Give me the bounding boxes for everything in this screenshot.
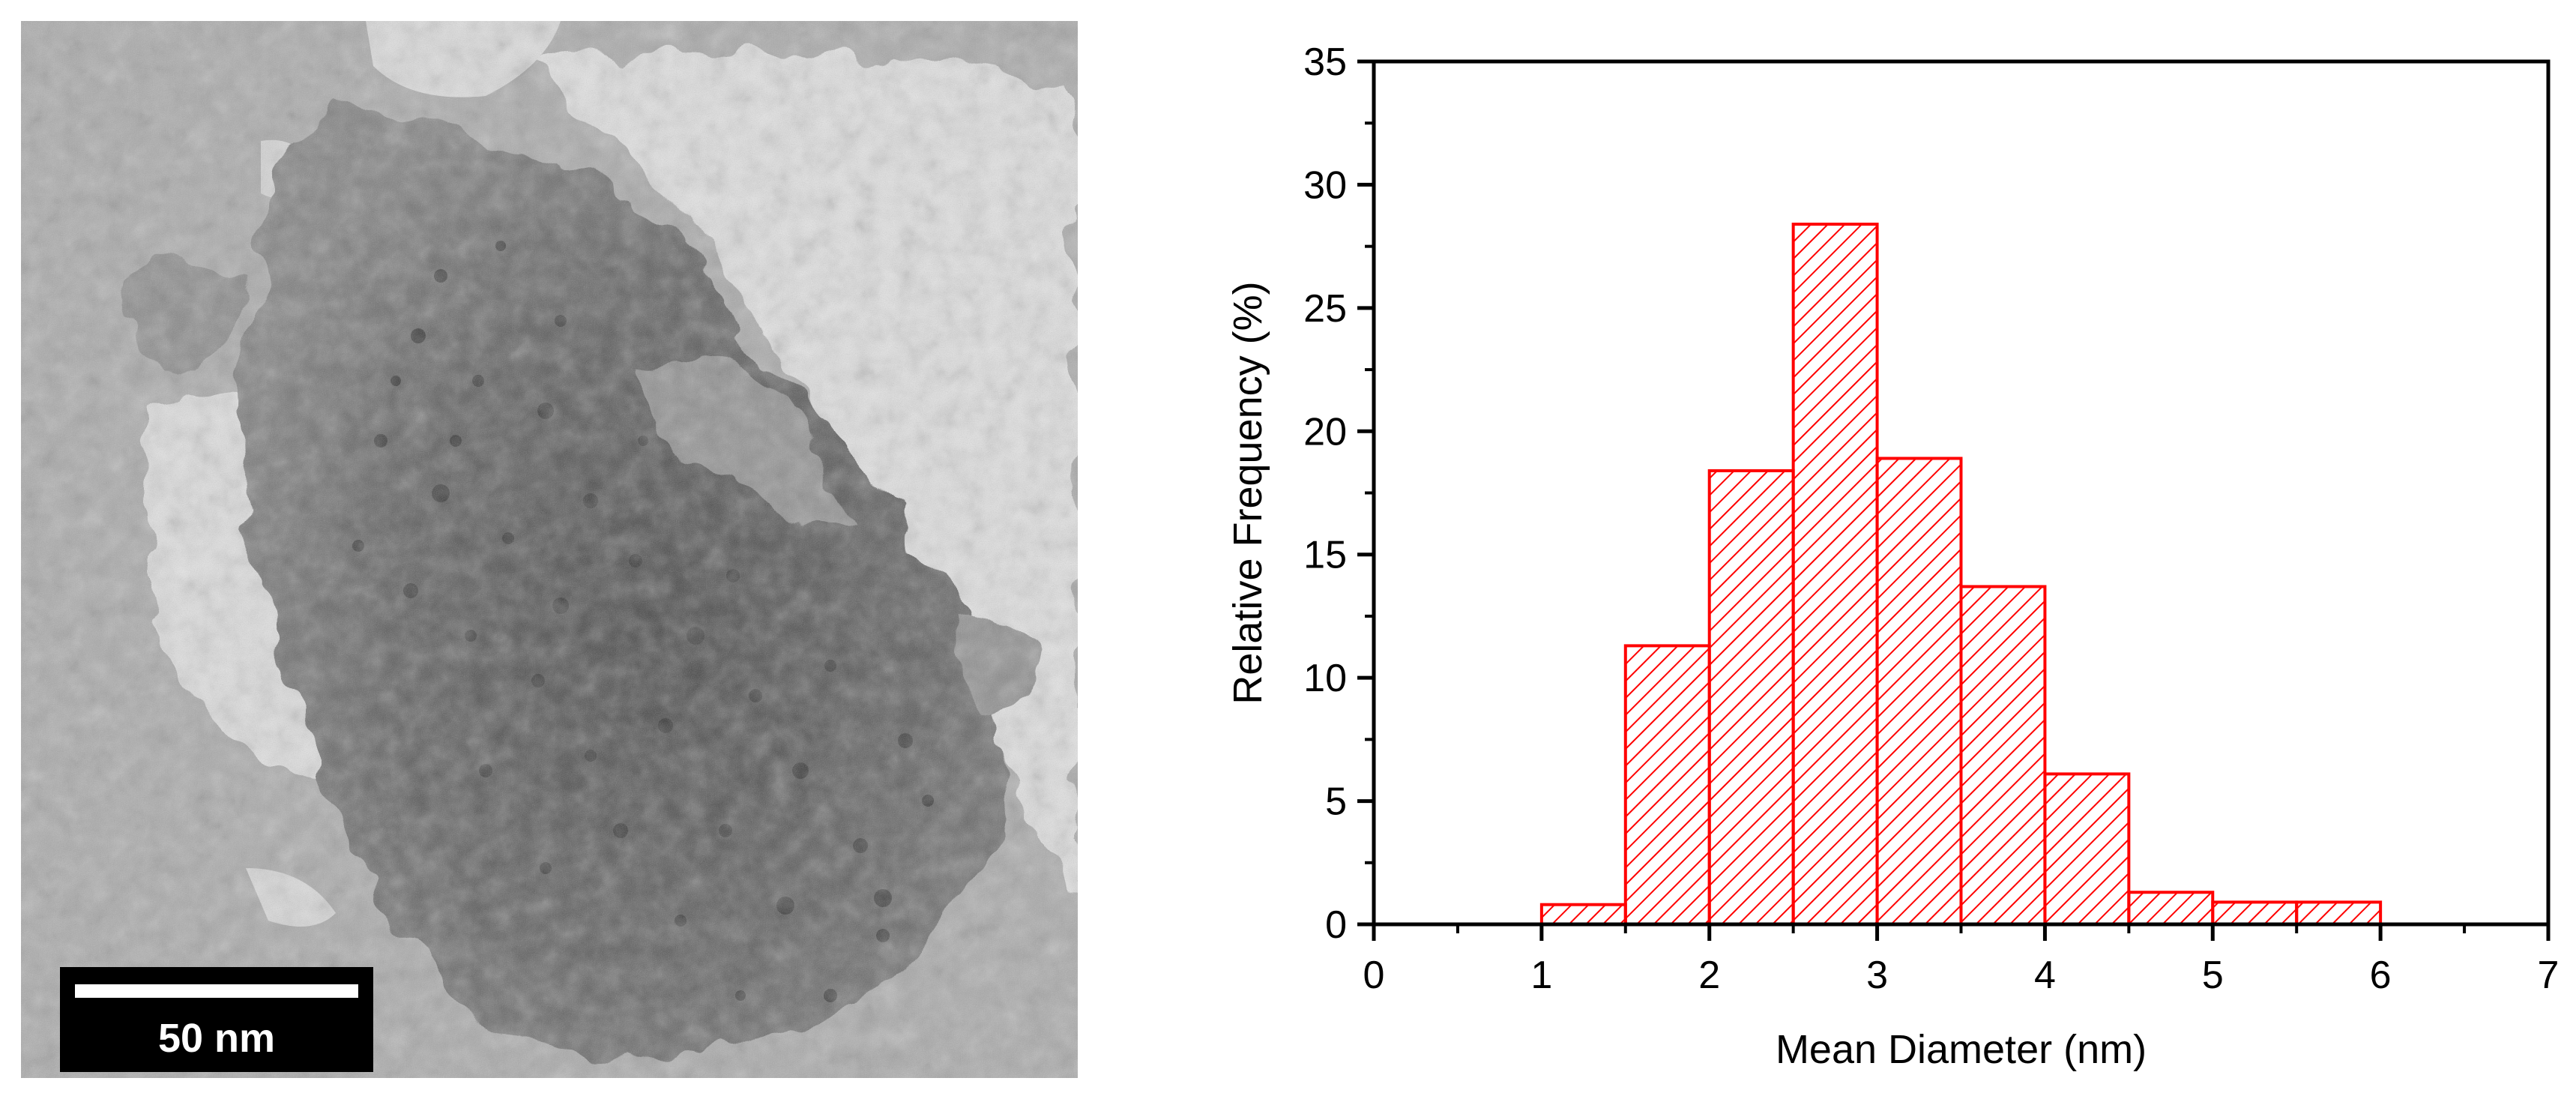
- y-tick-label: 10: [1303, 657, 1347, 700]
- y-axis-ticks: 0 5 10 15 20 25 30 35: [1303, 40, 1374, 947]
- scale-bar: [75, 984, 358, 998]
- y-tick-label: 30: [1303, 163, 1347, 207]
- x-tick-label: 2: [1698, 954, 1720, 997]
- tem-micrograph-image: 50 nm: [21, 21, 1078, 1078]
- tem-micrograph: 50 nm: [21, 21, 1078, 1078]
- x-tick-label: 4: [2034, 954, 2056, 997]
- x-axis-ticks: 0 1 2 3 4 5 6 7: [1363, 924, 2560, 997]
- histogram-bar: [1791, 223, 1879, 926]
- x-tick-label: 7: [2538, 954, 2560, 997]
- histogram-bar: [2127, 891, 2215, 926]
- x-axis-label: Mean Diameter (nm): [1776, 1027, 2147, 1072]
- histogram-bar: [1707, 469, 1795, 926]
- x-tick-label: 5: [2202, 954, 2224, 997]
- y-tick-label: 0: [1325, 903, 1347, 947]
- y-tick-label: 15: [1303, 534, 1347, 577]
- histogram-bar: [1623, 644, 1711, 926]
- histogram-bar: [1959, 585, 2047, 926]
- histogram-svg: 0 5 10 15 20 25 30 35 0 1 2 3 4 5 6 7 Mean Diameter (n…: [1225, 40, 2560, 1072]
- histogram-bar: [2295, 900, 2383, 926]
- histogram-bar: [1875, 457, 1963, 926]
- x-tick-label: 3: [1866, 954, 1888, 997]
- histogram-bar: [2043, 772, 2131, 926]
- x-tick-label: 1: [1530, 954, 1552, 997]
- bars-layer: [1539, 223, 2383, 926]
- y-axis-label: Relative Frequency (%): [1225, 281, 1270, 704]
- histogram-chart: 0 5 10 15 20 25 30 35 0 1 2 3 4 5 6 7 Mean Diameter (n…: [1169, 0, 2576, 1104]
- histogram-bar: [2211, 900, 2299, 926]
- x-tick-label: 0: [1363, 954, 1385, 997]
- scale-bar-label: 50 nm: [158, 1016, 275, 1061]
- y-tick-label: 25: [1303, 287, 1347, 331]
- grain-texture: [21, 21, 1078, 1078]
- y-tick-label: 35: [1303, 40, 1347, 84]
- x-tick-label: 6: [2370, 954, 2392, 997]
- histogram-bar: [1539, 903, 1627, 926]
- y-tick-label: 5: [1325, 780, 1347, 824]
- y-tick-label: 20: [1303, 410, 1347, 454]
